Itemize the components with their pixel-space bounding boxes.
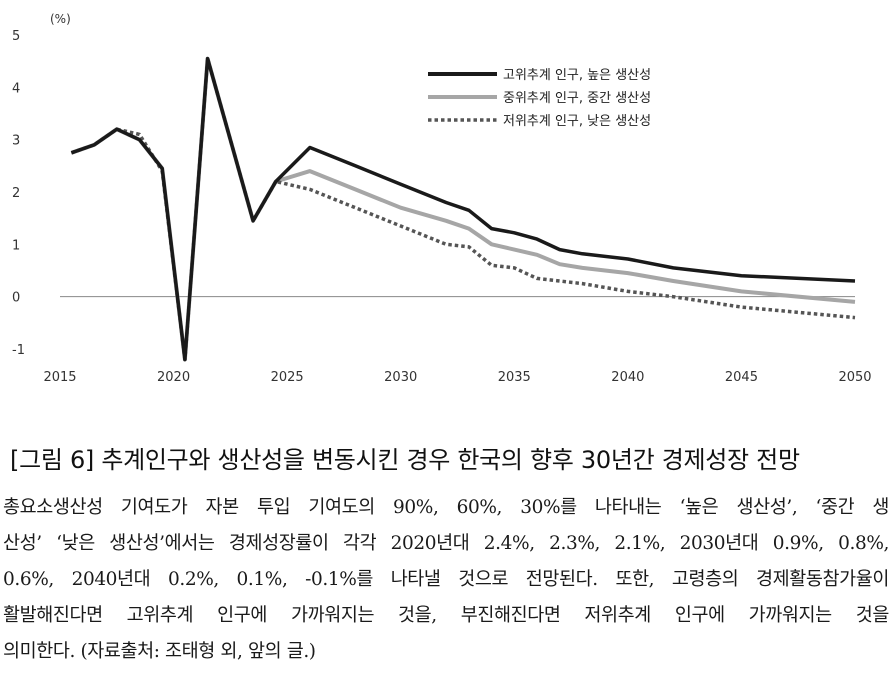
chart-area: (%) 5 4 3 2 1 0 -1 2015 2020 2025 2030 2035 2040 204… <box>12 12 872 385</box>
body-line-3: 0.6%, 2040년대 0.2%, 0.1%, -0.1%를 나타낼 것으로 … <box>3 569 889 590</box>
y-axis-ticks: 5 4 3 2 1 0 -1 <box>12 29 25 358</box>
x-axis-ticks: 2015 2020 2025 2030 2035 2040 2045 2050 <box>43 370 871 385</box>
x-tick-label: 2045 <box>725 370 758 385</box>
line-chart: (%) 5 4 3 2 1 0 -1 2015 2020 2025 2030 2035 2040 204… <box>12 12 872 385</box>
y-tick-label: 3 <box>12 134 20 149</box>
legend-label-2: 중위추계 인구, 중간 생산성 <box>503 91 651 106</box>
x-tick-label: 2020 <box>157 370 190 385</box>
y-tick-label: 2 <box>12 186 20 201</box>
legend-label-1: 고위추계 인구, 높은 생산성 <box>503 68 651 83</box>
series-line-3 <box>70 56 856 362</box>
y-unit-label: (%) <box>50 12 71 26</box>
body-line-2: 산성’ ‘낮은 생산성’에서는 경제성장률이 각각 2020년대 2.4%, 2… <box>3 533 889 554</box>
figure-caption: [그림 6] 추계인구와 생산성을 변동시킨 경우 한국의 향후 30년간 경제… <box>10 446 800 474</box>
legend-label-3: 저위추계 인구, 낮은 생산성 <box>503 114 651 129</box>
x-tick-label: 2040 <box>611 370 644 385</box>
x-tick-label: 2035 <box>498 370 531 385</box>
body-line-5: 의미한다. (자료출처: 조태형 외, 앞의 글.) <box>3 641 316 662</box>
y-tick-label: 0 <box>12 291 20 306</box>
x-tick-label: 2050 <box>838 370 871 385</box>
y-tick-label: 1 <box>12 238 20 253</box>
body-paragraph: 총요소생산성 기여도가 자본 투입 기여도의 90%, 60%, 30%를 나타… <box>3 490 889 670</box>
series-layer <box>70 56 856 362</box>
y-tick-label: 4 <box>12 81 20 96</box>
series-line-1 <box>70 56 856 362</box>
x-tick-label: 2025 <box>271 370 304 385</box>
y-tick-label: -1 <box>12 343 25 358</box>
x-tick-label: 2015 <box>43 370 76 385</box>
x-tick-label: 2030 <box>384 370 417 385</box>
y-tick-label: 5 <box>12 29 20 44</box>
body-line-1: 총요소생산성 기여도가 자본 투입 기여도의 90%, 60%, 30%를 나타… <box>3 497 889 518</box>
body-line-4: 활발해진다면 고위추계 인구에 가까워지는 것을, 부진해진다면 저위추계 인구… <box>3 605 889 626</box>
